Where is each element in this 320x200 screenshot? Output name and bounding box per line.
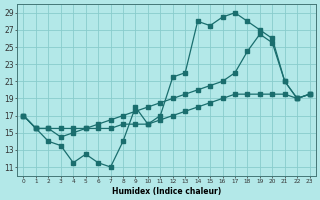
X-axis label: Humidex (Indice chaleur): Humidex (Indice chaleur) bbox=[112, 187, 221, 196]
